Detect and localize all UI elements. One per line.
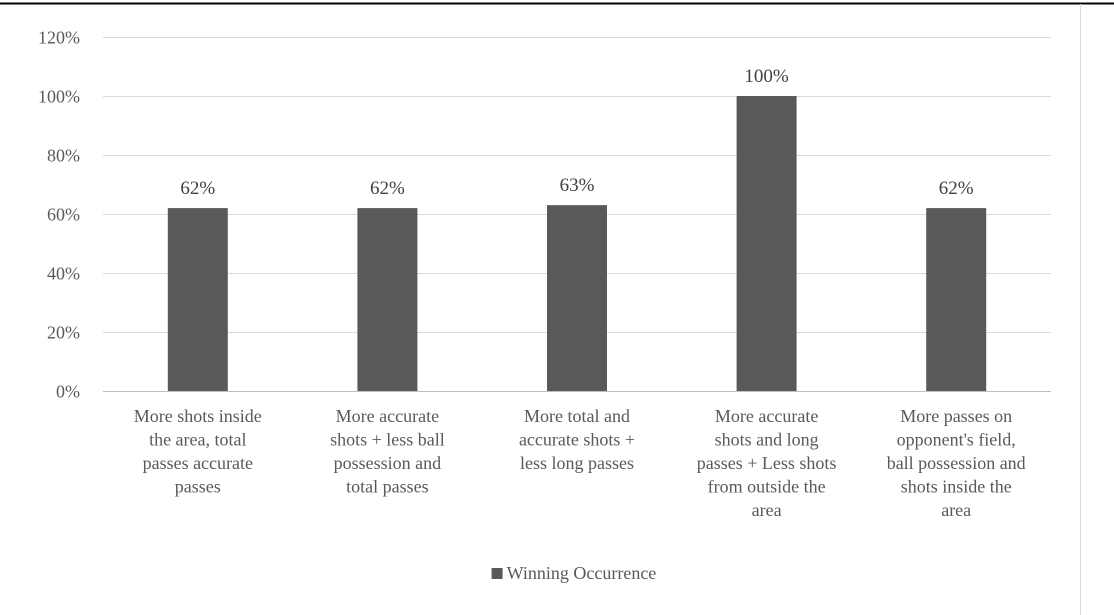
data-label-4: 100% (744, 66, 789, 87)
x-category-label-line: less long passes (520, 453, 634, 473)
x-category-label-line: passes + Less shots (697, 453, 837, 473)
bar-2 (357, 208, 418, 391)
x-category-label-line: area (752, 500, 782, 520)
bar-5 (926, 208, 987, 391)
bar-3 (547, 205, 607, 391)
x-category-label-line: total passes (346, 477, 429, 497)
y-tick-label: 60% (47, 205, 80, 225)
data-label-5: 62% (939, 178, 974, 199)
x-category-label-line: possession and (334, 453, 442, 473)
x-category-label-line: opponent's field, (897, 430, 1016, 450)
x-category-label-line: the area, total (149, 430, 246, 450)
x-category-label-3: More total and accurate shots + less long … (519, 406, 635, 473)
x-category-label-line: from outside the (708, 477, 826, 497)
y-tick-label: 0% (56, 382, 80, 402)
y-tick-label: 20% (47, 323, 80, 343)
x-category-label-line: More shots inside (134, 406, 262, 426)
legend-swatch (491, 568, 503, 579)
x-category-label-line: accurate shots + (519, 430, 635, 450)
y-tick-label: 100% (38, 87, 80, 107)
x-category-label-line: shots inside the (901, 477, 1012, 497)
x-category-label-line: shots + less ball (330, 430, 445, 450)
legend-label: Winning Occurrence (507, 563, 657, 583)
x-category-label-line: ball possession and (887, 453, 1026, 473)
x-category-label-line: area (941, 500, 971, 520)
data-label-2: 62% (370, 178, 405, 199)
x-category-label-4: More accurate shots and long passes + Less… (697, 406, 837, 520)
bar-1 (167, 208, 228, 391)
x-category-label-line: More accurate (715, 406, 818, 426)
x-category-label-line: passes accurate (143, 453, 253, 473)
bar-4 (736, 96, 797, 391)
x-category-label-2: More accurate shots + less ball possession… (330, 406, 445, 497)
y-tick-label: 80% (47, 146, 80, 166)
x-category-label-line: shots and long (715, 430, 819, 450)
x-category-label-1: More shots inside the area, total passes a… (134, 406, 262, 497)
y-tick-label: 120% (38, 28, 80, 48)
x-category-label-line: More total and (524, 406, 630, 426)
data-label-1: 62% (180, 178, 215, 199)
x-category-label-line: passes (175, 477, 221, 497)
x-category-label-line: More passes on (900, 406, 1012, 426)
x-category-label-5: More passes on opponent's field, ball poss… (887, 406, 1026, 520)
data-label-3: 63% (560, 175, 595, 196)
x-category-label-line: More accurate (336, 406, 439, 426)
y-tick-label: 40% (47, 264, 80, 284)
